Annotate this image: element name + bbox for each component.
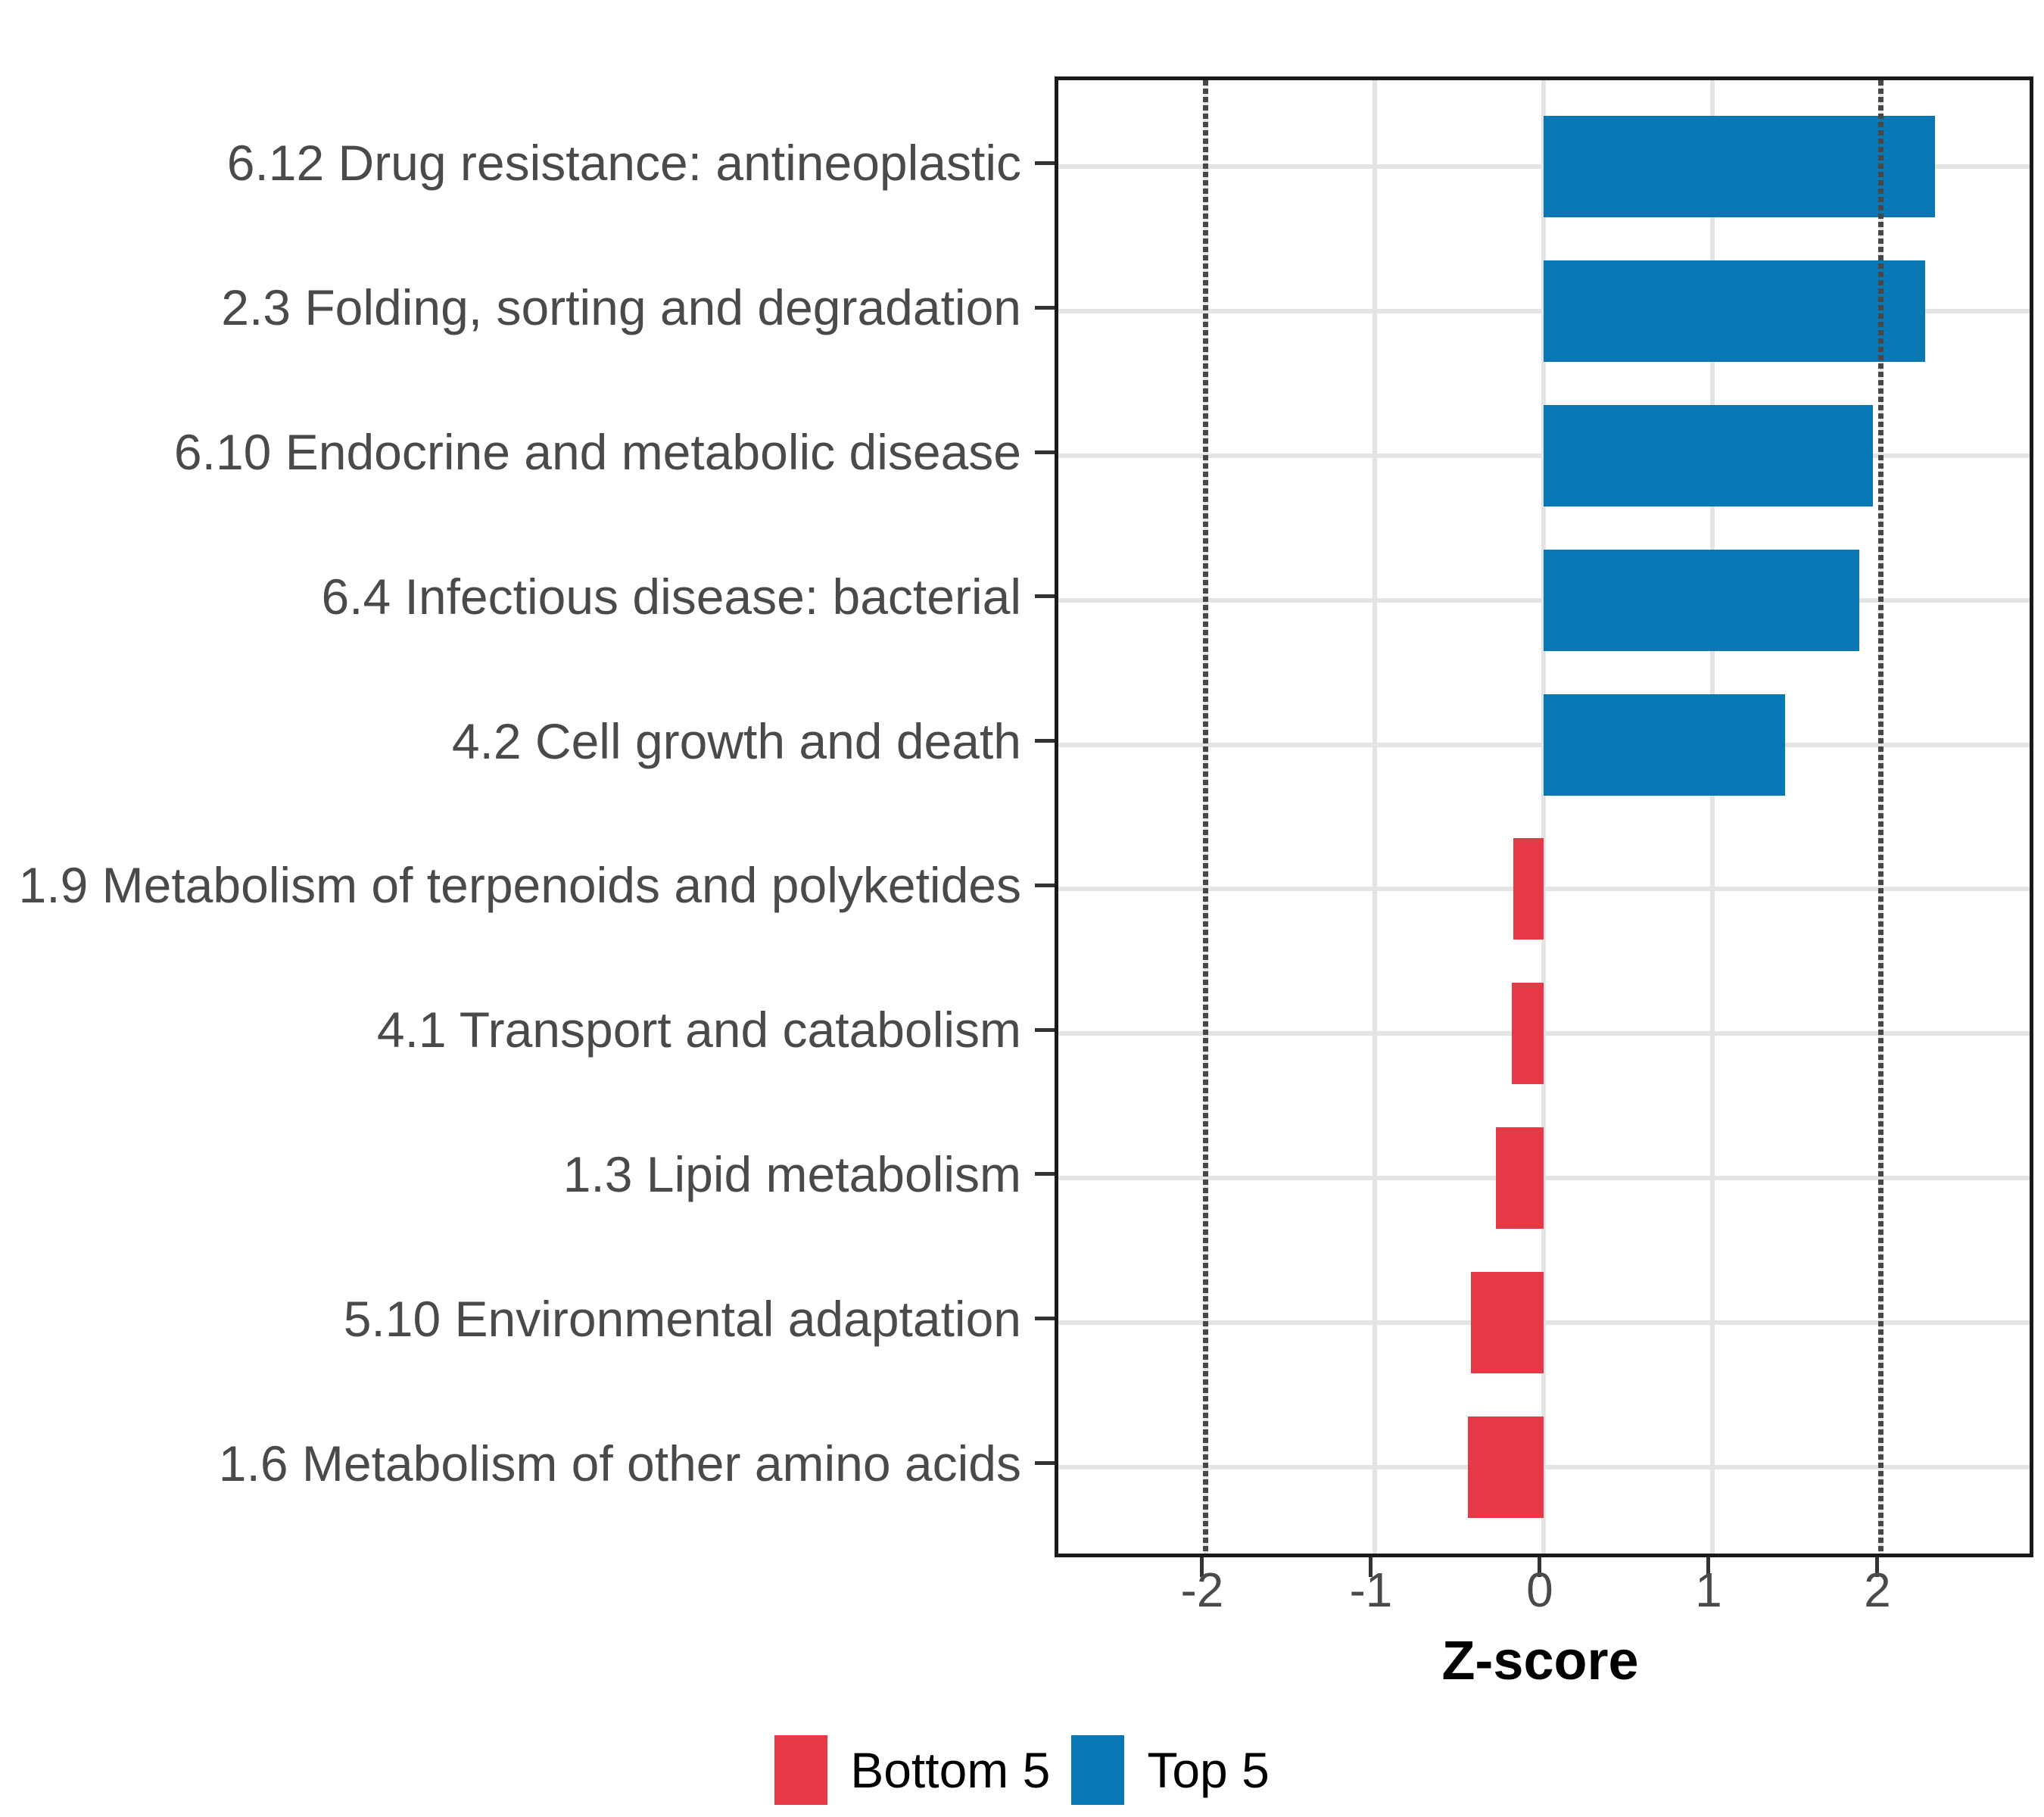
legend-swatch — [774, 1735, 828, 1805]
bar — [1511, 983, 1544, 1085]
bar — [1496, 1127, 1544, 1229]
y-axis-label: 6.12 Drug resistance: antineoplastic — [226, 135, 1021, 192]
legend-item: Bottom 5 — [774, 1735, 1050, 1805]
bar — [1543, 260, 1925, 363]
y-axis-label: 4.1 Transport and catabolism — [376, 1002, 1021, 1058]
plot-panel — [1055, 76, 2033, 1557]
y-tick — [1035, 161, 1055, 165]
x-tick-label: -2 — [1180, 1563, 1224, 1617]
x-tick — [1538, 1557, 1542, 1577]
reference-line — [1878, 80, 1884, 1554]
x-axis-title: Z-score — [1441, 1631, 1639, 1691]
y-tick — [1035, 883, 1055, 887]
gridline-vertical — [1709, 80, 1715, 1554]
y-axis-label: 1.9 Metabolism of terpenoids and polyket… — [18, 857, 1021, 914]
x-tick — [1706, 1557, 1711, 1577]
x-tick-label: 1 — [1695, 1563, 1722, 1617]
y-axis-label: 2.3 Folding, sorting and degradation — [221, 279, 1021, 336]
y-tick — [1035, 305, 1055, 310]
y-tick — [1035, 450, 1055, 454]
x-tick — [1369, 1557, 1373, 1577]
y-tick — [1035, 1172, 1055, 1177]
bar — [1543, 693, 1785, 796]
legend-item: Top 5 — [1071, 1735, 1270, 1805]
bar — [1543, 405, 1873, 507]
y-tick — [1035, 1461, 1055, 1466]
y-axis-label: 1.6 Metabolism of other amino acids — [218, 1435, 1021, 1491]
x-tick — [1200, 1557, 1204, 1577]
x-tick-label: 0 — [1526, 1563, 1553, 1617]
y-axis-label: 1.3 Lipid metabolism — [562, 1145, 1021, 1202]
y-tick — [1035, 594, 1055, 599]
gridline-vertical — [1372, 80, 1377, 1554]
bar — [1467, 1416, 1544, 1518]
bar — [1471, 1271, 1544, 1373]
reference-line — [1203, 80, 1209, 1554]
y-tick — [1035, 1027, 1055, 1032]
x-tick — [1875, 1557, 1880, 1577]
legend: Bottom 5 Top 5 — [0, 1728, 2044, 1812]
bar — [1513, 838, 1544, 940]
y-axis-label: 5.10 Environmental adaptation — [343, 1290, 1021, 1347]
x-tick-label: -1 — [1349, 1563, 1393, 1617]
y-axis-label: 6.4 Infectious disease: bacterial — [321, 568, 1021, 625]
x-tick-label: 2 — [1864, 1563, 1891, 1617]
legend-label: Bottom 5 — [850, 1742, 1051, 1798]
bar — [1543, 116, 1936, 218]
bar — [1543, 549, 1859, 651]
y-axis-label: 4.2 Cell growth and death — [451, 712, 1021, 769]
y-axis-label: 6.10 Endocrine and metabolic disease — [173, 424, 1021, 481]
legend-label: Top 5 — [1147, 1742, 1270, 1798]
gridline-vertical — [1541, 80, 1546, 1554]
y-tick — [1035, 1317, 1055, 1321]
y-tick — [1035, 739, 1055, 743]
legend-swatch — [1071, 1735, 1125, 1805]
